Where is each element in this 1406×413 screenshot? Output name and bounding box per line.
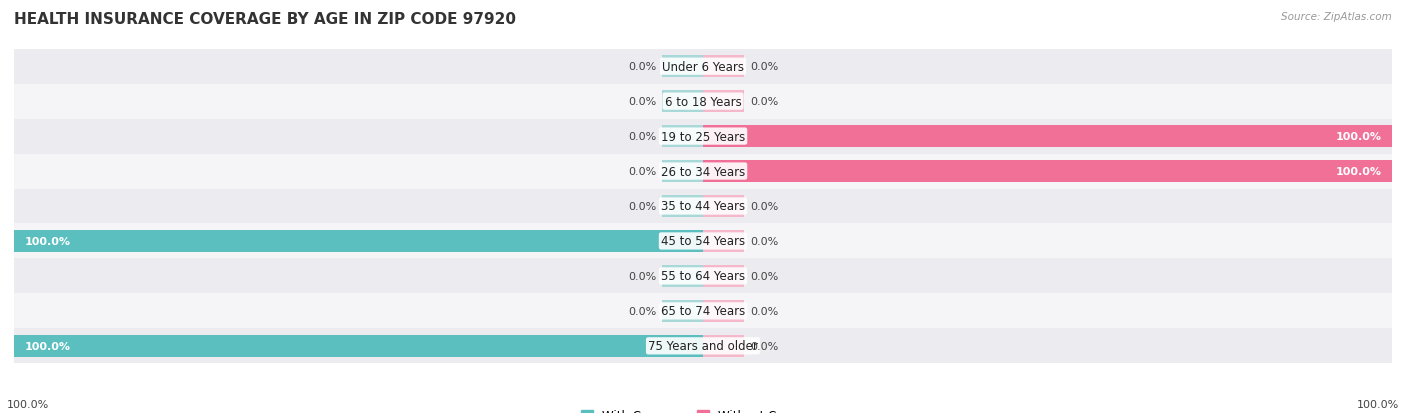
- Legend: With Coverage, Without Coverage: With Coverage, Without Coverage: [576, 404, 830, 413]
- Bar: [662, 91, 703, 113]
- Text: 0.0%: 0.0%: [749, 62, 778, 72]
- Text: 55 to 64 Years: 55 to 64 Years: [661, 270, 745, 283]
- Bar: [662, 126, 703, 147]
- Text: 75 Years and older: 75 Years and older: [648, 339, 758, 352]
- Bar: [662, 300, 703, 322]
- Text: 100.0%: 100.0%: [1336, 132, 1382, 142]
- Text: Under 6 Years: Under 6 Years: [662, 61, 744, 74]
- Bar: [14, 259, 1392, 294]
- Text: 0.0%: 0.0%: [749, 97, 778, 107]
- Bar: [703, 161, 1392, 183]
- Bar: [14, 50, 1392, 84]
- Text: 0.0%: 0.0%: [749, 202, 778, 211]
- Bar: [14, 154, 1392, 189]
- Bar: [703, 196, 744, 217]
- Text: 100.0%: 100.0%: [1336, 166, 1382, 177]
- Text: 0.0%: 0.0%: [749, 306, 778, 316]
- Bar: [14, 329, 1392, 363]
- Text: 100.0%: 100.0%: [7, 399, 49, 409]
- Text: HEALTH INSURANCE COVERAGE BY AGE IN ZIP CODE 97920: HEALTH INSURANCE COVERAGE BY AGE IN ZIP …: [14, 12, 516, 27]
- Bar: [703, 266, 744, 287]
- Text: 0.0%: 0.0%: [628, 306, 657, 316]
- Text: Source: ZipAtlas.com: Source: ZipAtlas.com: [1281, 12, 1392, 22]
- Bar: [703, 230, 744, 252]
- Text: 6 to 18 Years: 6 to 18 Years: [665, 95, 741, 108]
- Bar: [662, 266, 703, 287]
- Text: 0.0%: 0.0%: [749, 236, 778, 247]
- Text: 19 to 25 Years: 19 to 25 Years: [661, 130, 745, 143]
- Text: 0.0%: 0.0%: [628, 132, 657, 142]
- Text: 100.0%: 100.0%: [24, 341, 70, 351]
- Text: 100.0%: 100.0%: [24, 236, 70, 247]
- Text: 35 to 44 Years: 35 to 44 Years: [661, 200, 745, 213]
- Bar: [14, 119, 1392, 154]
- Bar: [662, 161, 703, 183]
- Bar: [703, 335, 744, 357]
- Text: 26 to 34 Years: 26 to 34 Years: [661, 165, 745, 178]
- Bar: [14, 84, 1392, 119]
- Bar: [703, 56, 744, 78]
- Text: 0.0%: 0.0%: [749, 271, 778, 281]
- Bar: [14, 230, 703, 252]
- Bar: [14, 335, 703, 357]
- Bar: [14, 294, 1392, 329]
- Bar: [703, 126, 1392, 147]
- Bar: [703, 300, 744, 322]
- Text: 45 to 54 Years: 45 to 54 Years: [661, 235, 745, 248]
- Text: 0.0%: 0.0%: [628, 202, 657, 211]
- Text: 0.0%: 0.0%: [628, 97, 657, 107]
- Bar: [662, 56, 703, 78]
- Bar: [14, 224, 1392, 259]
- Text: 100.0%: 100.0%: [1357, 399, 1399, 409]
- Text: 65 to 74 Years: 65 to 74 Years: [661, 305, 745, 318]
- Text: 0.0%: 0.0%: [628, 166, 657, 177]
- Bar: [703, 91, 744, 113]
- Text: 0.0%: 0.0%: [628, 271, 657, 281]
- Text: 0.0%: 0.0%: [749, 341, 778, 351]
- Bar: [14, 189, 1392, 224]
- Text: 0.0%: 0.0%: [628, 62, 657, 72]
- Bar: [662, 196, 703, 217]
